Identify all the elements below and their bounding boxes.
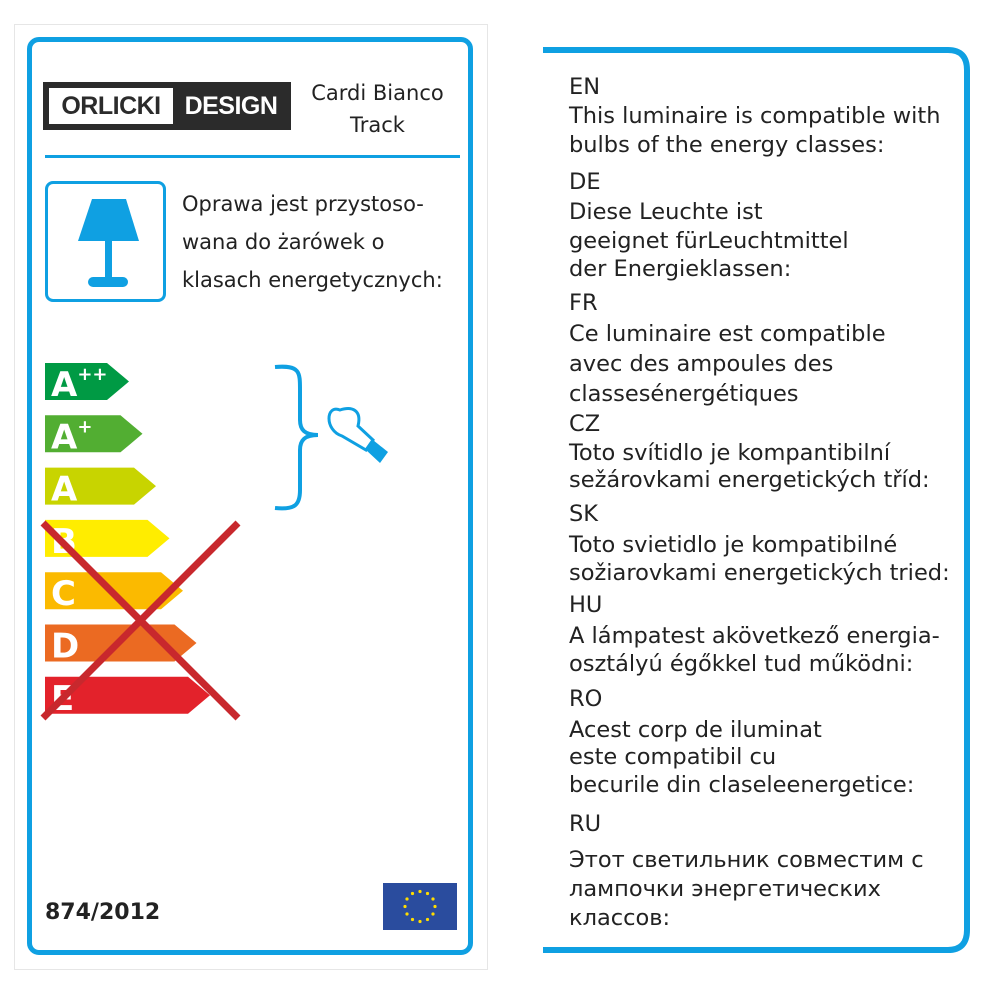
language-code: RO bbox=[569, 686, 603, 712]
text-line: Ce luminaire est compatible bbox=[569, 321, 886, 347]
language-code: RU bbox=[569, 811, 602, 837]
text-line: A lámpatest akövetkező energia- bbox=[569, 623, 940, 649]
table-lamp-icon bbox=[45, 181, 166, 302]
energy-class-scale: A++A+ABCDE bbox=[40, 363, 241, 721]
eu-star bbox=[433, 904, 437, 909]
svg-text:A: A bbox=[51, 470, 78, 510]
eu-star bbox=[403, 904, 407, 909]
language-code: DE bbox=[569, 169, 601, 195]
polish-text-line-3: klasach energetycznych: bbox=[182, 268, 443, 292]
brand-word-2: DESIGN bbox=[184, 92, 278, 120]
left-label-card bbox=[14, 24, 488, 970]
header-divider bbox=[45, 155, 460, 158]
eu-star bbox=[431, 897, 435, 901]
regulation-number: 874/2012 bbox=[45, 900, 161, 925]
eu-star bbox=[425, 891, 430, 896]
eu-star bbox=[431, 912, 435, 916]
eu-flag-icon bbox=[383, 883, 457, 930]
cross-line-2 bbox=[40, 520, 241, 721]
language-code: CZ bbox=[569, 411, 601, 437]
text-line: sožiarovkami energetických tried: bbox=[569, 560, 950, 586]
text-line: geeignet fürLeuchtmittel bbox=[569, 228, 849, 254]
text-line: This luminaire is compatible with bbox=[569, 103, 941, 129]
product-name-line-2: Track bbox=[350, 113, 405, 137]
brace-icon bbox=[274, 364, 319, 511]
eu-star bbox=[410, 917, 415, 922]
eu-star bbox=[405, 912, 409, 916]
light-bulb-icon bbox=[327, 407, 388, 463]
svg-text:C: C bbox=[51, 574, 76, 614]
text-line: becurile din claseleenergetice: bbox=[569, 772, 915, 798]
product-name-line-1: Cardi Bianco bbox=[311, 81, 444, 105]
left-label-frame bbox=[27, 37, 473, 955]
text-line: este compatibil cu bbox=[569, 744, 777, 770]
text-line: classesénergétiques bbox=[569, 381, 799, 407]
brand-logo: ORLICKI DESIGN bbox=[43, 82, 291, 130]
polish-text-line-1: Oprawa jest przystoso- bbox=[182, 192, 424, 216]
eu-star bbox=[405, 897, 409, 901]
text-line: avec des ampoules des bbox=[569, 351, 834, 377]
text-line: Diese Leuchte ist bbox=[569, 199, 763, 225]
text-line: bulbs of the energy classes: bbox=[569, 132, 885, 158]
energy-class-ap: A+ bbox=[45, 415, 143, 457]
language-code: EN bbox=[569, 74, 601, 100]
energy-class-app: A++ bbox=[45, 363, 129, 405]
svg-text:D: D bbox=[51, 627, 79, 667]
text-line: Toto svietidlo je kompatibilné bbox=[569, 532, 898, 558]
text-line: классов: bbox=[569, 905, 671, 931]
text-line: osztályú égőkkel tud működni: bbox=[569, 651, 914, 677]
eu-star bbox=[418, 919, 422, 924]
text-line: Этот светильник совместим с bbox=[569, 847, 924, 873]
eu-star bbox=[410, 891, 415, 896]
eu-star bbox=[418, 889, 422, 894]
language-code: FR bbox=[569, 290, 598, 316]
text-line: der Energieklassen: bbox=[569, 256, 792, 282]
language-code: SK bbox=[569, 501, 599, 527]
text-line: Toto svítidlo je kompantibilní bbox=[569, 440, 891, 466]
energy-class-a: A bbox=[45, 467, 156, 510]
brand-word-1: ORLICKI bbox=[49, 88, 173, 124]
language-code: HU bbox=[569, 592, 603, 618]
text-line: Acest corp de iluminat bbox=[569, 717, 822, 743]
text-line: sežárovkami energetických tříd: bbox=[569, 467, 930, 493]
eu-star bbox=[425, 917, 430, 922]
polish-text-line-2: wana do żarówek o bbox=[182, 230, 385, 254]
text-line: лампочки энергетических bbox=[569, 876, 881, 902]
compatibility-brace-and-bulb bbox=[274, 364, 388, 511]
